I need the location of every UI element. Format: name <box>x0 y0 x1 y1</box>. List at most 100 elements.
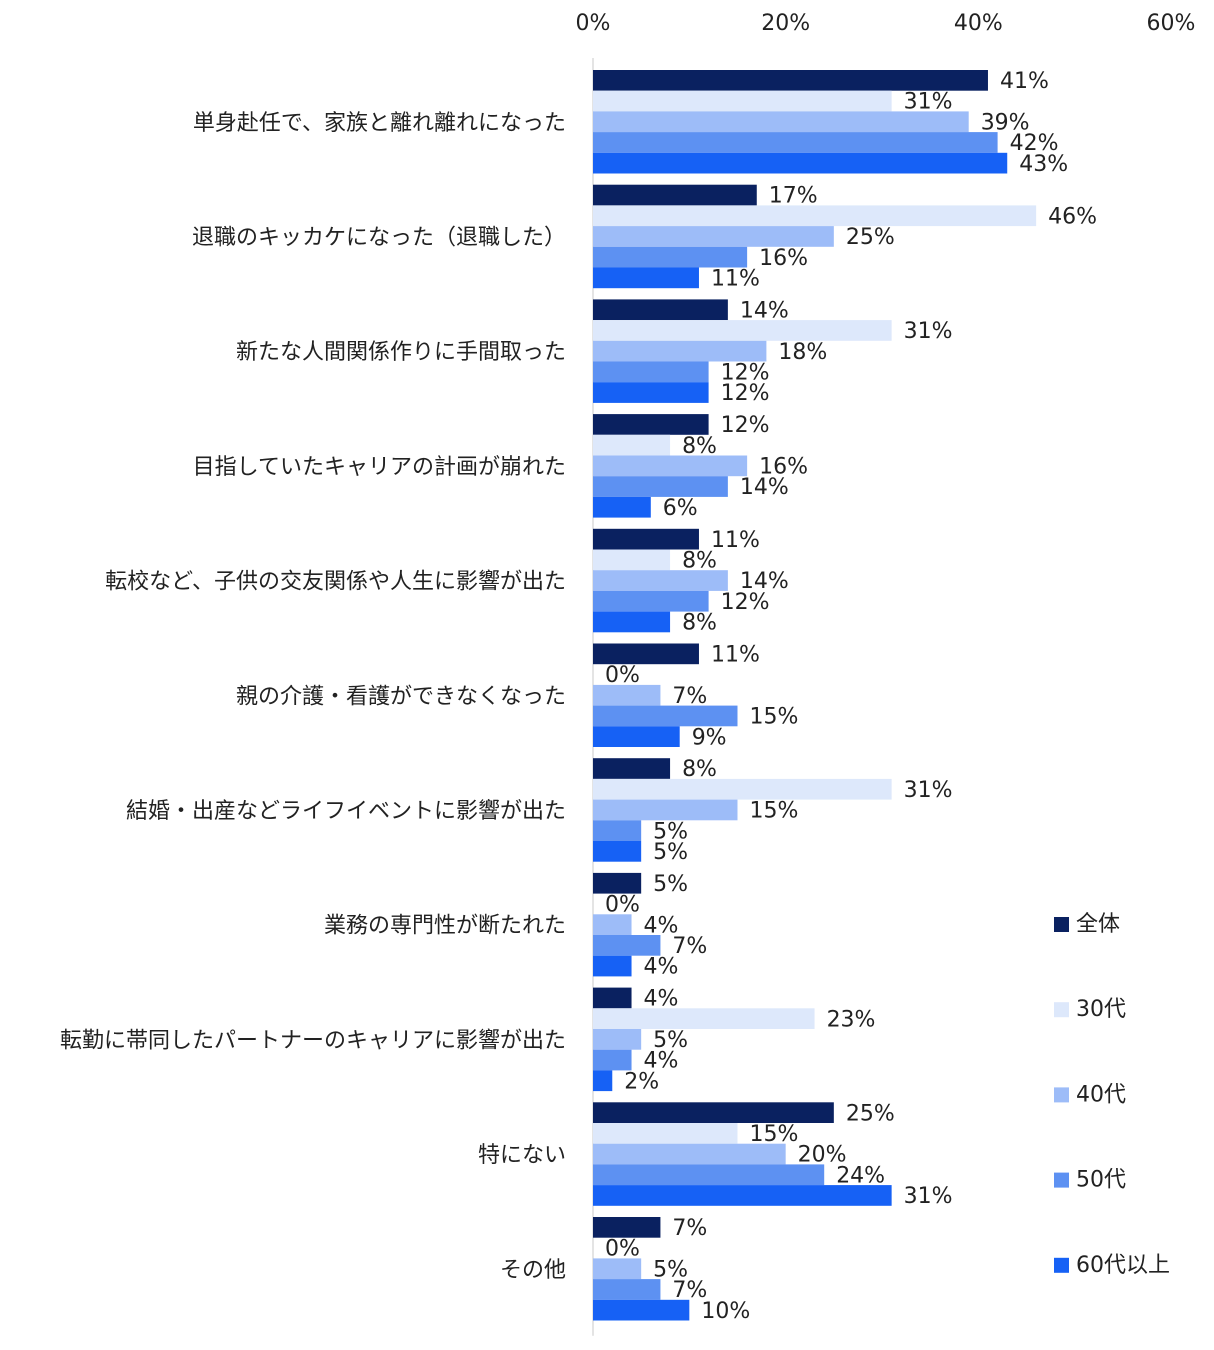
bar <box>593 1102 834 1123</box>
data-label: 8% <box>682 549 717 574</box>
bar <box>593 1070 613 1092</box>
data-label: 14% <box>740 298 789 323</box>
x-tick-label: 0% <box>576 11 611 36</box>
data-label: 8% <box>682 611 717 636</box>
bar <box>593 90 892 112</box>
category-label: 結婚・出産などライフイベントに影響が出た <box>126 799 566 824</box>
x-tick-label: 40% <box>954 11 1003 36</box>
data-label: 17% <box>769 184 818 209</box>
bar <box>593 476 728 497</box>
legend-label: 40代 <box>1076 1082 1126 1107</box>
data-label: 14% <box>740 569 789 594</box>
data-label: 5% <box>653 1257 688 1282</box>
bar <box>593 955 632 977</box>
bar <box>593 1029 642 1050</box>
bar <box>593 1258 642 1280</box>
bar <box>593 267 699 289</box>
bar <box>593 132 998 153</box>
data-label: 9% <box>692 725 727 750</box>
legend-label: 30代 <box>1076 997 1126 1022</box>
data-label: 4% <box>644 955 679 980</box>
data-label: 14% <box>740 475 789 500</box>
bar <box>593 455 748 477</box>
x-axis-ticks: 0% 20% 40% 60% <box>576 11 1196 36</box>
bar <box>593 643 699 665</box>
bar <box>593 1279 661 1300</box>
bar <box>593 935 661 956</box>
bar <box>593 820 642 841</box>
data-label: 16% <box>759 455 808 480</box>
data-label: 43% <box>1019 152 1068 177</box>
data-label: 7% <box>672 1278 707 1303</box>
bar <box>593 382 709 403</box>
data-label: 11% <box>711 267 760 292</box>
data-label: 20% <box>798 1143 847 1168</box>
data-label: 12% <box>721 381 770 406</box>
data-label: 24% <box>836 1163 885 1188</box>
data-label: 5% <box>653 819 688 844</box>
bar <box>593 434 671 456</box>
data-label: 23% <box>827 1007 876 1032</box>
bar <box>593 246 748 268</box>
bar <box>593 1143 786 1165</box>
bar <box>593 496 651 518</box>
bar <box>593 1164 825 1186</box>
bar <box>593 361 709 383</box>
bar <box>593 1217 661 1238</box>
bar <box>593 684 661 706</box>
category-label: 業務の専門性が断たれた <box>324 914 566 939</box>
bar <box>593 705 738 727</box>
bar <box>593 299 728 321</box>
bar <box>593 1123 738 1144</box>
data-label: 15% <box>750 799 799 824</box>
data-label: 12% <box>721 590 770 615</box>
data-label: 39% <box>981 110 1030 135</box>
data-label: 5% <box>653 1028 688 1053</box>
data-label: 7% <box>672 934 707 959</box>
data-label: 0% <box>605 893 640 918</box>
category-label: 退職のキッカケになった（退職した） <box>192 225 566 250</box>
bar <box>593 914 632 935</box>
data-label: 41% <box>1000 69 1049 94</box>
bar <box>593 799 738 821</box>
data-label: 6% <box>663 496 698 521</box>
bar <box>593 987 632 1009</box>
data-label: 42% <box>1010 131 1059 156</box>
data-label: 11% <box>711 643 760 668</box>
bar <box>593 570 728 591</box>
bar <box>593 152 1008 174</box>
category-label: 新たな人間関係作りに手間取った <box>236 340 566 365</box>
bar <box>593 340 767 362</box>
data-label: 7% <box>672 1216 707 1241</box>
category-label: その他 <box>500 1258 566 1283</box>
bar <box>593 414 709 435</box>
data-label: 11% <box>711 528 760 553</box>
bar <box>593 841 642 862</box>
bar <box>593 184 757 206</box>
bar <box>593 1185 892 1206</box>
data-label: 31% <box>904 778 953 803</box>
bars <box>593 70 1037 1321</box>
data-label: 31% <box>904 90 953 115</box>
bar <box>593 758 671 779</box>
bar <box>593 528 699 550</box>
data-label: 8% <box>682 757 717 782</box>
data-label: 0% <box>605 663 640 688</box>
legend-label: 全体 <box>1076 912 1120 937</box>
bar <box>593 872 642 894</box>
data-label: 25% <box>846 1101 895 1126</box>
data-label: 5% <box>653 872 688 897</box>
data-label: 4% <box>644 913 679 938</box>
category-label: 特にない <box>478 1143 566 1168</box>
data-label: 15% <box>750 705 799 730</box>
category-label: 単身赴任で、家族と離れ離れになった <box>193 111 566 136</box>
bar <box>593 726 680 747</box>
bar <box>593 590 709 612</box>
legend-label: 60代以上 <box>1076 1253 1170 1278</box>
legend-swatch <box>1054 917 1069 932</box>
legend-swatch <box>1054 1172 1069 1188</box>
category-label: 目指していたキャリアの計画が崩れた <box>193 455 566 480</box>
data-label: 2% <box>624 1069 659 1094</box>
category-label: 親の介護・看護ができなくなった <box>236 684 566 709</box>
